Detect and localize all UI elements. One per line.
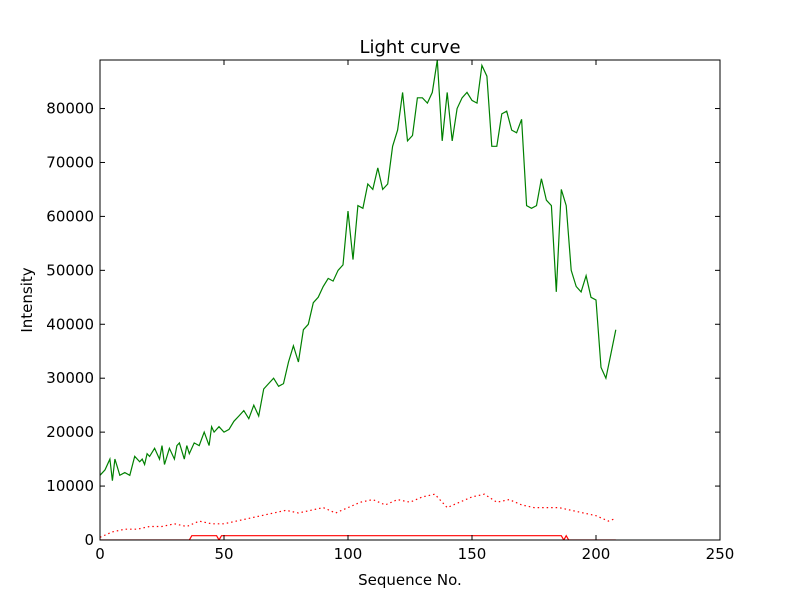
x-tick-label: 150: [458, 545, 487, 563]
y-axis-label: Intensity: [18, 267, 36, 332]
x-tick-label: 250: [706, 545, 735, 563]
series-line-1: [100, 60, 617, 481]
y-tick-label: 70000: [46, 153, 94, 171]
y-tick-label: 40000: [46, 315, 94, 333]
series-line-2: [100, 493, 617, 538]
x-tick-label: 100: [334, 545, 363, 563]
y-tick-label: 50000: [46, 261, 94, 279]
axis-ticks: 0 50 100 150 200 250 0 10000 20000 30000 40000 5000…: [46, 60, 734, 563]
y-tick-label: 0: [84, 531, 94, 549]
y-tick-label: 10000: [46, 477, 94, 495]
series-line-3: [100, 534, 616, 540]
plot-area: [100, 60, 617, 540]
x-axis-label: Sequence No.: [358, 571, 462, 589]
y-tick-label: 80000: [46, 100, 94, 118]
axes-frame: [99, 59, 721, 541]
x-tick-label: 0: [95, 545, 105, 563]
x-tick-label: 200: [582, 545, 611, 563]
y-tick-label: 60000: [46, 207, 94, 225]
chart-title: Light curve: [359, 37, 460, 58]
y-tick-label: 30000: [46, 369, 94, 387]
x-tick-label: 50: [214, 545, 233, 563]
y-tick-label: 20000: [46, 423, 94, 441]
